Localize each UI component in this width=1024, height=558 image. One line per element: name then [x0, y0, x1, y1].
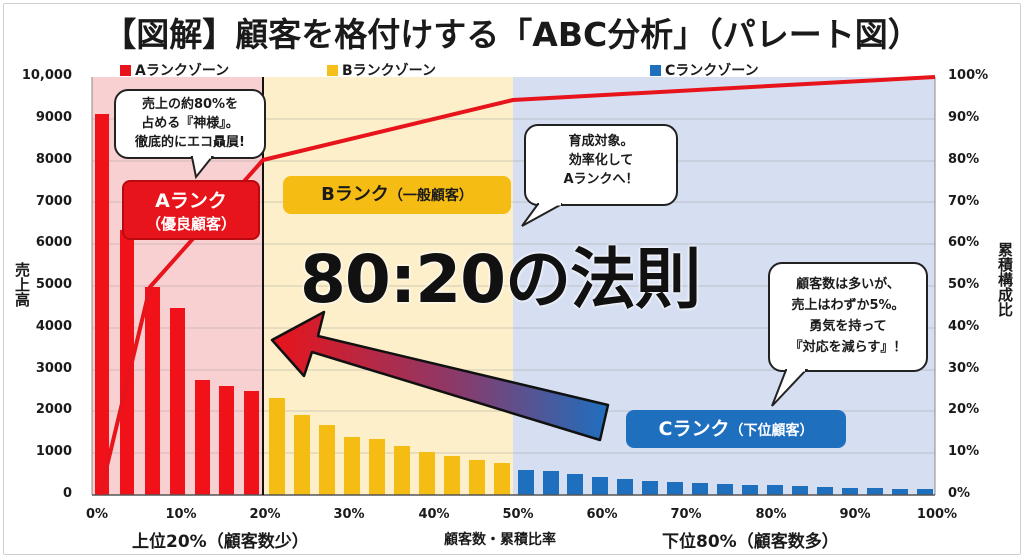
- x-tick: 40%: [418, 507, 450, 522]
- figure-frame: [3, 3, 1021, 555]
- bars-a-rank: [95, 114, 259, 495]
- bubble-tail-icon: [521, 202, 563, 227]
- y2-tick: 10%: [948, 444, 980, 459]
- legend-b-zone: Bランクゾーン: [327, 60, 436, 80]
- bars-c-rank: [518, 470, 933, 495]
- bubble-tail-icon: [190, 155, 215, 180]
- x-tick: 30%: [333, 507, 365, 522]
- bubble-line: Aランクへ！: [563, 172, 639, 187]
- x-tick: 70%: [670, 507, 702, 522]
- y2-tick: 0%: [948, 486, 971, 501]
- y2-tick: 40%: [948, 319, 980, 334]
- bubble-line: 売上の約80%を: [141, 97, 239, 112]
- y2-tick: 90%: [948, 110, 980, 125]
- bubble-line: 売上はわずか5%。: [791, 298, 905, 313]
- x-axis-label: 顧客数・累積比率: [444, 532, 556, 548]
- y-tick: 6000: [35, 235, 72, 250]
- x-tick: 90%: [839, 507, 871, 522]
- y-tick: 8000: [35, 152, 72, 167]
- c-rank-label: Cランク（下位顧客）: [626, 410, 846, 448]
- c-rank-title: Cランク: [658, 418, 730, 440]
- y-tick: 1000: [35, 444, 72, 459]
- y-tick: 3000: [35, 361, 72, 376]
- legend-swatch-icon: [327, 64, 338, 76]
- arrow-icon: [270, 310, 610, 442]
- a-rank-subtitle: （優良顧客）: [145, 215, 236, 233]
- legend-swatch-icon: [120, 64, 131, 76]
- b-rank-label: Bランク（一般顧客）: [283, 176, 511, 214]
- x-tick: 20%: [249, 507, 281, 522]
- y-tick: 5000: [35, 277, 72, 292]
- x-right-caption: 下位80%（顧客数多）: [662, 532, 839, 552]
- y2-tick: 50%: [948, 277, 980, 292]
- b-rank-title: Bランク: [321, 184, 389, 205]
- y2-tick: 70%: [948, 194, 980, 209]
- bubble-tail-icon: [771, 368, 809, 407]
- bars-b-rank: [269, 398, 510, 495]
- x-tick: 10%: [165, 507, 197, 522]
- x-left-caption: 上位20%（顧客数少）: [132, 532, 309, 552]
- y-tick: 0: [62, 486, 72, 501]
- bubble-line: 『対応を減らす』！: [789, 340, 907, 355]
- y2-axis-label: 累積構成比: [996, 242, 1014, 317]
- speech-bubble-c: 顧客数は多いが、 売上はわずか5%。 勇気を持って 『対応を減らす』！: [768, 262, 928, 372]
- legend-swatch-icon: [650, 64, 661, 76]
- y-tick: 4000: [35, 319, 72, 334]
- cumulative-line: [98, 75, 936, 496]
- legend-c-zone: Cランクゾーン: [650, 60, 759, 80]
- x-tick: 50%: [502, 507, 534, 522]
- y2-tick: 80%: [948, 152, 980, 167]
- x-tick: 0%: [85, 507, 109, 522]
- y-axis-label: 売上高: [13, 262, 31, 307]
- x-tick: 60%: [586, 507, 618, 522]
- bubble-line: 効率化して: [568, 153, 634, 168]
- y2-tick: 20%: [948, 402, 980, 417]
- legend-label: Aランクゾーン: [135, 63, 230, 79]
- a-rank-label: Aランク （優良顧客）: [122, 180, 260, 240]
- y-tick: 2000: [35, 402, 72, 417]
- y-tick: 9000: [35, 110, 72, 125]
- c-rank-subtitle: （下位顧客）: [729, 423, 814, 439]
- legend-a-zone: Aランクゾーン: [120, 60, 229, 80]
- bubble-line: 占める『神様』。: [141, 116, 239, 131]
- a-rank-title: Aランク: [155, 190, 227, 212]
- y-tick: 10,000: [21, 68, 72, 83]
- headline-80-20: 80:20の法則: [300, 241, 701, 318]
- b-rank-subtitle: （一般顧客）: [388, 188, 473, 204]
- bubble-line: 顧客数は多いが、: [796, 277, 900, 292]
- bubble-line: 勇気を持って: [809, 319, 887, 334]
- legend-label: Cランクゾーン: [665, 63, 759, 79]
- chart-title: 【図解】顧客を格付けする「ABC分析」（パレート図）: [103, 15, 921, 54]
- x-tick: 80%: [755, 507, 787, 522]
- y2-tick: 30%: [948, 361, 980, 376]
- speech-bubble-a: 売上の約80%を 占める『神様』。 徹底的にエコ贔屓!: [114, 89, 266, 159]
- legend-label: Bランクゾーン: [342, 63, 436, 79]
- bubble-line: 徹底的にエコ贔屓!: [135, 135, 245, 150]
- x-tick: 100%: [916, 507, 958, 522]
- bubble-line: 育成対象。: [568, 134, 634, 149]
- speech-bubble-b: 育成対象。 効率化して Aランクへ！: [524, 124, 678, 206]
- y2-tick: 100%: [948, 68, 989, 83]
- y-tick: 7000: [35, 194, 72, 209]
- y2-tick: 60%: [948, 235, 980, 250]
